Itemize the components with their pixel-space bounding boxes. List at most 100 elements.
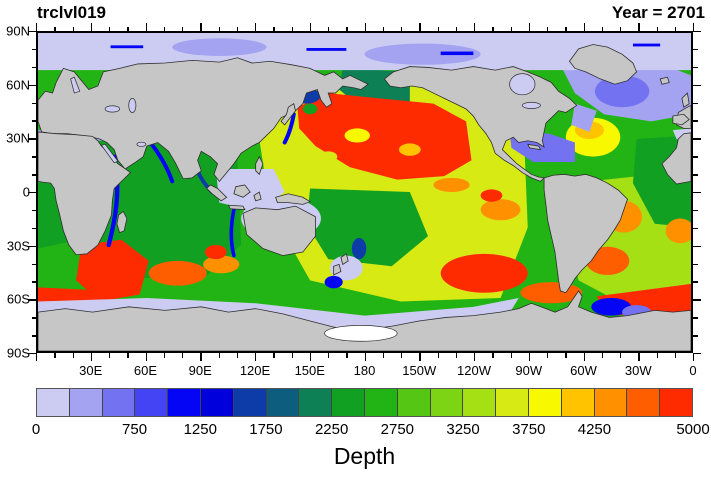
year-annotation: Year = 2701 <box>611 3 705 22</box>
colorbar-cell-2750-3000 <box>397 389 431 416</box>
great-lakes <box>521 101 541 109</box>
axis-tick <box>510 353 512 358</box>
axis-tick <box>693 102 698 104</box>
colorbar-tick-label: 750 <box>122 421 148 438</box>
colorbar-cell-3750-4000 <box>528 389 562 416</box>
ross-ice-shelf <box>324 325 398 342</box>
persian-gulf <box>136 141 147 147</box>
axis-tick <box>510 26 512 31</box>
axis-tick <box>328 26 330 31</box>
axis-tick <box>182 353 184 358</box>
y-tick-label: 30S <box>6 238 30 254</box>
colorbar-cell-1500-1750 <box>233 389 267 416</box>
axis-tick <box>455 353 458 358</box>
colorbar-tick-label: 1750 <box>249 421 283 438</box>
depth-region <box>632 43 661 47</box>
axis-tick <box>28 138 36 140</box>
colorbar-cell-500-750 <box>102 389 136 416</box>
colorbar-cell-3000-3250 <box>430 389 464 416</box>
axis-tick <box>218 26 220 31</box>
axis-tick <box>693 281 698 283</box>
y-tick-label: 0 <box>22 184 30 200</box>
depth-region <box>302 103 318 115</box>
axis-tick <box>693 192 701 194</box>
colorbar-tick-label: 1250 <box>183 421 217 438</box>
axis-tick <box>31 102 36 104</box>
landmass-java <box>227 204 246 211</box>
depth-region-coastal-rim <box>229 207 236 258</box>
colorbar-cell-4000-4250 <box>561 389 595 416</box>
depth-region <box>351 237 367 260</box>
depth-region-nz-shelf <box>330 255 363 281</box>
axis-tick <box>693 299 701 301</box>
depth-region <box>440 51 474 56</box>
axis-tick <box>90 23 93 31</box>
axis-tick <box>565 353 567 358</box>
depth-region <box>480 199 521 221</box>
axis-tick <box>382 26 385 31</box>
colorbar-tick-label: 4250 <box>577 421 612 438</box>
landmass-cuba <box>527 143 542 151</box>
axis-tick <box>656 26 658 31</box>
colorbar-cell-0-250 <box>37 389 70 416</box>
x-tick-label: 60E <box>133 363 158 378</box>
axis-tick <box>346 26 348 31</box>
depth-region <box>306 48 347 51</box>
axis-tick <box>693 353 695 361</box>
colorbar-cell-2000-2250 <box>299 389 333 416</box>
axis-tick <box>255 23 257 31</box>
colorbar-cell-1250-1500 <box>200 389 234 416</box>
axis-tick <box>656 353 658 358</box>
axis-tick <box>364 353 366 361</box>
plot-title: trclvl019 <box>37 3 106 22</box>
axis-tick <box>163 353 166 358</box>
x-tick-label: 90W <box>515 363 543 378</box>
colorbar-cell-2500-2750 <box>364 389 398 416</box>
depth-region-npacific-deep <box>297 93 472 180</box>
y-tick-label: 60N <box>6 77 30 93</box>
colorbar-tick-label: 3250 <box>446 421 480 438</box>
colorbar-cell-4750-5000 <box>660 389 692 416</box>
landmass-iberia <box>672 113 690 126</box>
landmass-greenland <box>568 44 638 85</box>
axis-tick <box>693 263 698 265</box>
axis-tick <box>54 26 56 31</box>
axis-tick <box>437 26 439 31</box>
colorbar-cell-1000-1250 <box>168 389 201 416</box>
x-tick-label: 0 <box>689 363 697 378</box>
colorbar-cell-3250-3500 <box>463 389 497 416</box>
axis-tick <box>693 156 698 158</box>
caspian-sea <box>128 98 137 113</box>
axis-tick <box>54 353 56 358</box>
depth-region <box>398 143 421 156</box>
x-tick-label: 30E <box>79 363 103 378</box>
red-sea <box>100 143 119 164</box>
axis-tick <box>693 353 701 355</box>
baltic-sea <box>70 76 81 94</box>
x-tick-label: 180 <box>353 363 376 378</box>
axis-tick <box>28 299 36 301</box>
axis-tick <box>31 317 36 319</box>
hudson-bay <box>509 73 536 96</box>
axis-tick <box>693 23 695 31</box>
landmass-eurasia <box>38 57 369 183</box>
axis-tick <box>31 174 36 176</box>
axis-tick <box>583 353 585 361</box>
black-sea <box>104 105 120 113</box>
axis-tick <box>693 245 701 248</box>
land-layer <box>38 44 691 351</box>
axis-tick <box>693 335 698 337</box>
axis-tick <box>474 353 476 361</box>
depth-region <box>344 128 370 143</box>
axis-tick <box>382 353 385 358</box>
axis-tick <box>273 353 275 358</box>
x-tick-label: 90E <box>188 363 212 378</box>
axis-tick <box>620 26 622 31</box>
landmass-japan <box>280 103 297 126</box>
depth-region <box>571 103 597 132</box>
colorbar-title: Depth <box>333 443 396 469</box>
world-map-frame <box>36 31 693 353</box>
axis-tick <box>693 227 698 230</box>
depth-region <box>203 255 240 274</box>
